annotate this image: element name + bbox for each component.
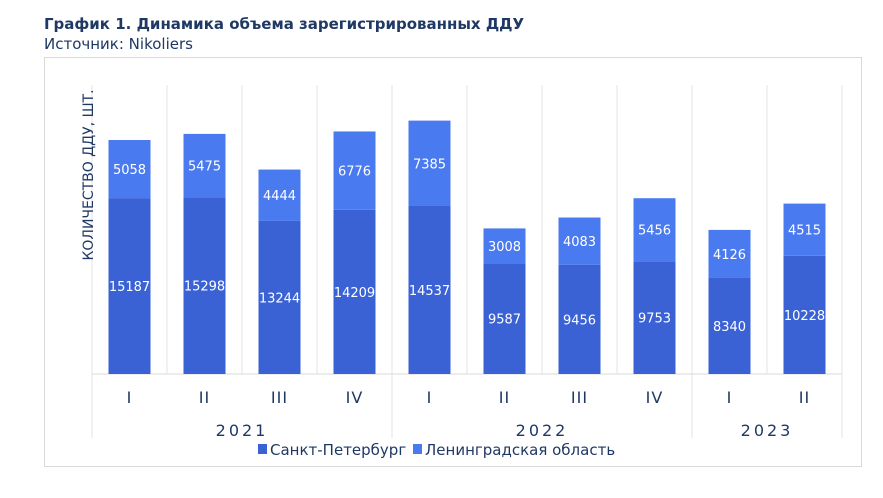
legend-swatch bbox=[413, 444, 422, 454]
legend-swatch bbox=[258, 444, 267, 454]
bar-lo bbox=[483, 228, 526, 264]
y-axis-label: КОЛИЧЕСТВО ДДУ, ШТ. bbox=[81, 89, 97, 260]
year-tick-label: 2022 bbox=[516, 421, 569, 440]
bar-spb bbox=[333, 209, 376, 374]
legend-label: Санкт-Петербург bbox=[270, 441, 406, 459]
data-label: 5456 bbox=[638, 224, 671, 239]
bar-spb bbox=[558, 264, 601, 374]
data-label: 14537 bbox=[409, 284, 450, 299]
bar-spb bbox=[108, 198, 151, 374]
data-label: 4083 bbox=[563, 235, 596, 250]
bar-lo bbox=[708, 229, 751, 278]
quarter-tick-label: III bbox=[571, 388, 588, 407]
chart-title: График 1. Динамика объема зарегистрирова… bbox=[44, 15, 525, 33]
quarter-tick-label: IV bbox=[346, 388, 364, 407]
legend-label: Ленинградская область bbox=[425, 441, 615, 459]
data-label: 4444 bbox=[263, 189, 296, 204]
bar-lo bbox=[408, 120, 451, 206]
data-label: 9753 bbox=[638, 312, 671, 327]
bar-lo bbox=[633, 198, 676, 262]
bar-lo bbox=[183, 133, 226, 198]
bar-spb bbox=[408, 205, 451, 374]
quarter-tick-label: II bbox=[499, 388, 510, 407]
data-label: 5475 bbox=[188, 160, 221, 175]
bar-spb bbox=[633, 261, 676, 374]
chart-frame bbox=[44, 57, 862, 467]
quarter-tick-label: I bbox=[127, 388, 133, 407]
data-label: 9456 bbox=[563, 313, 596, 328]
quarter-tick-label: III bbox=[271, 388, 288, 407]
bar-lo bbox=[333, 131, 376, 210]
data-label: 10228 bbox=[784, 309, 825, 324]
data-label: 9587 bbox=[488, 313, 521, 328]
data-label: 15187 bbox=[109, 280, 150, 295]
bar-spb bbox=[183, 197, 226, 374]
chart-source: Источник: Nikoliers bbox=[44, 35, 193, 53]
year-tick-label: 2021 bbox=[216, 421, 269, 440]
data-label: 8340 bbox=[713, 320, 746, 335]
data-label: 4126 bbox=[713, 248, 746, 263]
quarter-tick-label: II bbox=[199, 388, 210, 407]
quarter-tick-label: IV bbox=[646, 388, 664, 407]
bar-spb bbox=[258, 220, 301, 374]
bar-spb bbox=[783, 255, 826, 374]
bar-lo bbox=[558, 217, 601, 265]
year-tick-label: 2023 bbox=[741, 421, 794, 440]
data-label: 6776 bbox=[338, 165, 371, 180]
data-label: 4515 bbox=[788, 224, 821, 239]
data-label: 14209 bbox=[334, 286, 375, 301]
bar-lo bbox=[108, 140, 151, 199]
bar-lo bbox=[258, 169, 301, 221]
data-label: 5058 bbox=[113, 163, 146, 178]
bar-lo bbox=[783, 203, 826, 256]
data-label: 7385 bbox=[413, 157, 446, 172]
data-label: 13244 bbox=[259, 291, 300, 306]
quarter-tick-label: I bbox=[727, 388, 733, 407]
bar-spb bbox=[483, 263, 526, 374]
data-label: 15298 bbox=[184, 280, 225, 295]
quarter-tick-label: II bbox=[799, 388, 810, 407]
data-label: 3008 bbox=[488, 240, 521, 255]
bar-spb bbox=[708, 277, 751, 374]
quarter-tick-label: I bbox=[427, 388, 433, 407]
